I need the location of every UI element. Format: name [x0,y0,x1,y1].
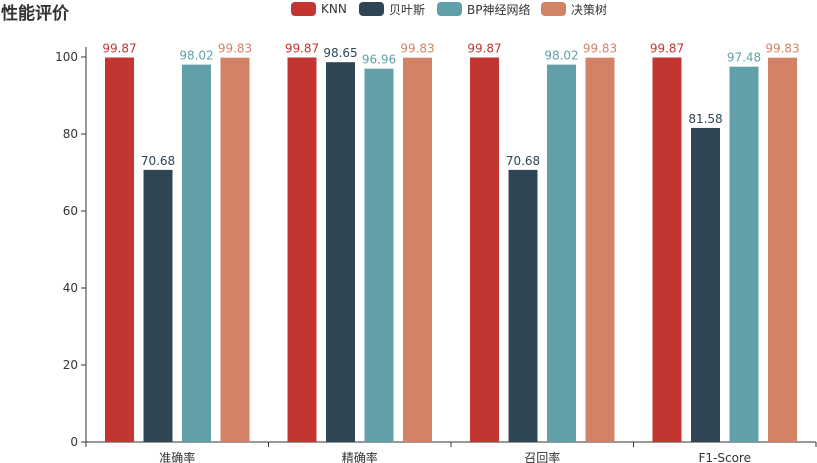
legend-label-bp: BP神经网络 [467,2,531,17]
legend-swatch-bayes [359,2,384,16]
data-label: 99.87 [650,42,684,56]
y-tick-label: 100 [55,50,78,64]
bar[interactable] [691,127,720,443]
bar[interactable] [768,57,797,442]
data-label: 99.87 [102,42,136,56]
x-tick-label: 精确率 [342,450,378,463]
bar[interactable] [652,57,682,443]
data-label: 97.48 [727,51,761,65]
y-tick-label: 60 [63,204,78,218]
bar[interactable] [585,57,615,442]
legend: KNN 贝叶斯 BP神经网络 决策树 [0,0,817,20]
bar[interactable] [326,62,355,442]
y-tick-label: 20 [63,358,78,372]
legend-item-bp[interactable]: BP神经网络 [437,0,530,18]
y-tick-label: 80 [63,127,78,141]
data-label: 99.83 [400,42,434,56]
data-label: 99.87 [285,42,319,56]
bar[interactable] [729,66,759,443]
data-label: 81.58 [688,112,722,126]
bar[interactable] [470,57,499,443]
legend-item-knn[interactable]: KNN [291,0,347,18]
bar[interactable] [287,57,317,443]
bar[interactable] [403,57,432,442]
legend-swatch-tree [541,2,566,16]
data-label: 99.83 [765,42,799,56]
bar[interactable] [143,169,173,442]
bar[interactable] [508,169,538,442]
y-tick-label: 40 [63,281,78,295]
bar[interactable] [220,57,250,442]
y-tick-label: 0 [70,435,78,449]
data-label: 98.65 [323,46,357,60]
bar[interactable] [105,57,134,443]
data-label: 98.02 [179,49,213,63]
data-label: 70.68 [141,154,175,168]
x-tick-label: 召回率 [524,450,560,463]
x-tick-label: 准确率 [159,450,195,463]
x-tick-label: F1-Score [699,451,751,463]
legend-item-tree[interactable]: 决策树 [541,0,607,18]
data-label: 99.87 [467,42,501,56]
legend-swatch-bp [437,2,462,16]
bar[interactable] [182,64,211,443]
data-label: 99.83 [218,42,252,56]
legend-label-knn: KNN [321,2,347,16]
data-label: 98.02 [544,49,578,63]
data-label: 96.96 [362,53,396,67]
bar[interactable] [364,68,394,442]
legend-label-tree: 决策树 [571,2,608,17]
chart-title: 性能评价 [1,4,69,24]
legend-label-bayes: 贝叶斯 [389,2,426,17]
legend-item-bayes[interactable]: 贝叶斯 [359,0,425,18]
data-label: 99.83 [583,42,617,56]
data-label: 70.68 [506,154,540,168]
bar[interactable] [547,64,576,443]
legend-swatch-knn [291,2,316,16]
